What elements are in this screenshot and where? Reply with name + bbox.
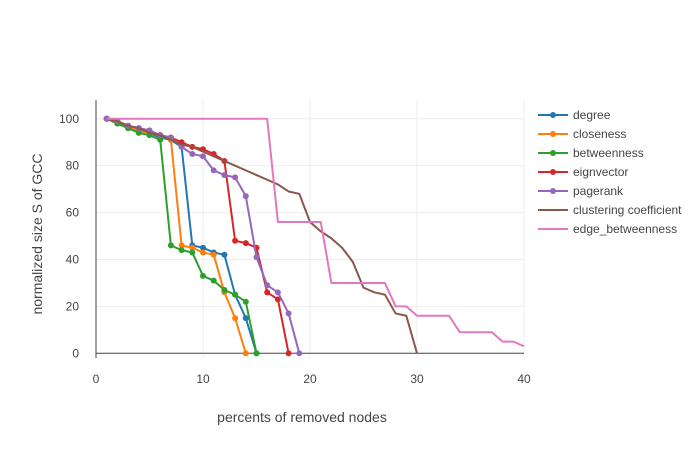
data-point-degree <box>242 315 249 322</box>
plot-area <box>103 115 525 357</box>
data-point-eignvector <box>232 237 239 244</box>
legend-marker <box>550 112 556 118</box>
y-tick-label: 20 <box>66 299 80 313</box>
series-line-clustering-coefficient <box>106 117 418 354</box>
data-point-betweenness <box>253 350 260 357</box>
legend-label: closeness <box>573 127 626 141</box>
data-point-pagerank <box>285 310 292 317</box>
data-point-closeness <box>232 315 239 322</box>
data-point-closeness <box>178 242 185 249</box>
data-point-eignvector <box>285 350 292 357</box>
y-tick-label: 0 <box>72 346 79 360</box>
legend-label: clustering coefficient <box>573 203 682 217</box>
data-point-betweenness <box>242 298 249 305</box>
series-line-closeness <box>106 117 247 354</box>
series-edge-betweenness <box>106 117 525 348</box>
data-point-closeness <box>200 249 206 256</box>
data-point-pagerank <box>221 172 228 179</box>
legend-marker <box>550 131 556 137</box>
legend-label: degree <box>573 108 611 122</box>
y-tick-label: 100 <box>59 112 79 126</box>
y-tick-label: 60 <box>66 206 80 220</box>
data-point-eignvector <box>242 240 249 247</box>
data-point-betweenness <box>232 291 239 298</box>
legend-item-edge-betweenness[interactable]: edge_betweenness <box>538 222 677 236</box>
data-point-pagerank <box>210 167 217 174</box>
data-point-pagerank <box>242 193 249 200</box>
data-point-degree <box>221 251 228 258</box>
data-point-closeness <box>210 251 217 258</box>
x-tick-label: 20 <box>303 372 317 386</box>
legend-marker <box>550 169 556 175</box>
legend-item-eignvector[interactable]: eignvector <box>538 165 628 179</box>
data-point-betweenness <box>167 242 174 249</box>
legend-item-pagerank[interactable]: pagerank <box>538 184 624 198</box>
data-point-pagerank <box>296 350 303 357</box>
data-point-pagerank <box>189 150 196 157</box>
legend: degree closeness betweenness eignvector page… <box>538 108 682 236</box>
x-tick-label: 30 <box>410 372 424 386</box>
data-point-eignvector <box>264 289 271 296</box>
data-point-betweenness <box>178 247 185 254</box>
x-tick-label: 0 <box>93 372 100 386</box>
y-tick-label: 80 <box>66 159 80 173</box>
axes <box>95 100 524 358</box>
data-point-degree <box>200 244 206 251</box>
data-point-betweenness <box>221 286 228 293</box>
data-point-pagerank <box>264 282 271 289</box>
data-point-pagerank <box>253 254 260 261</box>
series-line-eignvector <box>106 117 290 354</box>
y-tick-label: 40 <box>66 252 80 266</box>
data-point-pagerank <box>274 289 281 296</box>
x-tick-label: 40 <box>517 372 531 386</box>
legend-item-closeness[interactable]: closeness <box>538 127 626 141</box>
series-clustering-coefficient <box>106 117 418 354</box>
legend-item-clustering-coefficient[interactable]: clustering coefficient <box>538 203 682 217</box>
legend-item-degree[interactable]: degree <box>538 108 611 122</box>
series-closeness <box>103 115 249 357</box>
data-point-eignvector <box>274 296 281 303</box>
y-axis-title: normalized size S of GCC <box>29 153 45 314</box>
data-point-pagerank <box>200 153 206 160</box>
data-point-pagerank <box>232 174 239 181</box>
data-point-betweenness <box>135 129 142 136</box>
legend-marker <box>550 150 556 156</box>
legend-label: betweenness <box>573 146 644 160</box>
tick-labels: 0 10 20 30 40 0 20 40 60 80 100 <box>59 112 531 386</box>
data-point-betweenness <box>189 249 196 256</box>
data-point-betweenness <box>210 277 217 284</box>
series-eignvector <box>103 115 292 357</box>
series-line-edge-betweenness <box>106 117 525 348</box>
x-tick-label: 10 <box>196 372 210 386</box>
legend-label: edge_betweenness <box>573 222 677 236</box>
data-point-closeness <box>242 350 249 357</box>
data-point-betweenness <box>157 136 164 143</box>
data-point-closeness <box>189 244 196 251</box>
series-betweenness <box>103 115 260 357</box>
legend-item-betweenness[interactable]: betweenness <box>538 146 644 160</box>
x-axis-title: percents of removed nodes <box>217 409 387 425</box>
data-point-betweenness <box>200 272 206 279</box>
legend-marker <box>550 188 556 194</box>
legend-label: eignvector <box>573 165 628 179</box>
legend-label: pagerank <box>573 184 624 198</box>
